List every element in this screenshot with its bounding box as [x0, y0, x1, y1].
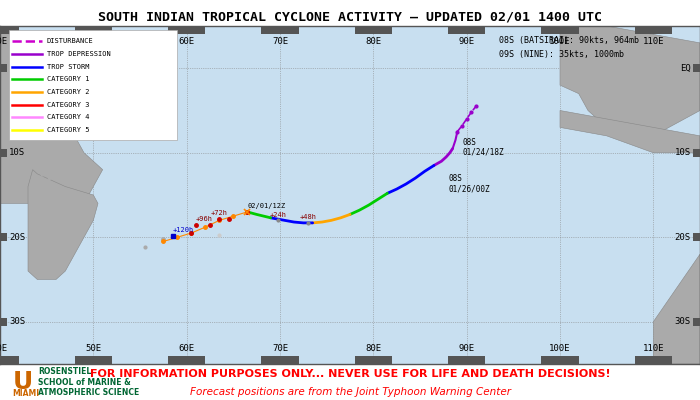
- Text: +24h: +24h: [270, 212, 286, 218]
- Text: 110E: 110E: [643, 344, 664, 353]
- Bar: [0, 233, 8, 242]
- Text: 100E: 100E: [550, 37, 570, 46]
- Polygon shape: [560, 26, 700, 136]
- Text: +120h: +120h: [173, 227, 194, 233]
- Bar: [9, 30, 177, 140]
- Text: 40E: 40E: [0, 37, 8, 46]
- Polygon shape: [653, 254, 700, 364]
- Text: ATMOSPHERIC SCIENCE: ATMOSPHERIC SCIENCE: [38, 388, 140, 397]
- Text: FOR INFORMATION PURPOSES ONLY... NEVER USE FOR LIFE AND DEATH DECISIONS!: FOR INFORMATION PURPOSES ONLY... NEVER U…: [90, 370, 610, 379]
- Bar: [261, 26, 299, 34]
- Text: CATEGORY 2: CATEGORY 2: [47, 89, 89, 95]
- Text: SOUTH INDIAN TROPICAL CYCLONE ACTIVITY – UPDATED 02/01 1400 UTC: SOUTH INDIAN TROPICAL CYCLONE ACTIVITY –…: [98, 10, 602, 23]
- Text: Forecast positions are from the Joint Typhoon Warning Center: Forecast positions are from the Joint Ty…: [190, 387, 510, 398]
- Text: 08S (BATSIRAI): 90kts, 964mb: 08S (BATSIRAI): 90kts, 964mb: [499, 36, 639, 45]
- Bar: [692, 64, 700, 72]
- Bar: [75, 26, 112, 34]
- Bar: [355, 356, 392, 364]
- Text: 20S: 20S: [9, 233, 25, 242]
- Text: +72h: +72h: [211, 210, 228, 216]
- Bar: [541, 356, 579, 364]
- Text: MIAMI: MIAMI: [13, 389, 40, 398]
- Text: 20S: 20S: [675, 233, 691, 242]
- Text: +48h: +48h: [300, 214, 316, 220]
- Text: CATEGORY 4: CATEGORY 4: [47, 114, 89, 120]
- Bar: [692, 148, 700, 157]
- Bar: [635, 356, 672, 364]
- Text: 10S: 10S: [675, 148, 691, 157]
- Bar: [75, 356, 112, 364]
- Bar: [692, 318, 700, 326]
- Text: 09S (NINE): 35kts, 1000mb: 09S (NINE): 35kts, 1000mb: [499, 50, 624, 59]
- Text: 70E: 70E: [272, 37, 288, 46]
- Bar: [635, 26, 672, 34]
- Bar: [692, 233, 700, 242]
- Text: EQ: EQ: [9, 64, 20, 73]
- Bar: [0, 26, 19, 34]
- Text: 30S: 30S: [9, 317, 25, 326]
- Bar: [541, 26, 579, 34]
- Text: 40E: 40E: [0, 344, 8, 353]
- Polygon shape: [0, 26, 103, 364]
- Bar: [0, 148, 8, 157]
- Text: +96h: +96h: [196, 216, 213, 222]
- Text: ROSENSTIEL: ROSENSTIEL: [38, 367, 92, 376]
- Text: 80E: 80E: [365, 344, 382, 353]
- Text: 60E: 60E: [178, 344, 195, 353]
- Text: 100E: 100E: [550, 344, 570, 353]
- Text: 10S: 10S: [9, 148, 25, 157]
- Text: 70E: 70E: [272, 344, 288, 353]
- Polygon shape: [28, 170, 98, 280]
- Bar: [261, 356, 299, 364]
- Polygon shape: [560, 110, 700, 153]
- Text: 90E: 90E: [458, 344, 475, 353]
- Text: U: U: [13, 370, 33, 394]
- Bar: [0, 318, 8, 326]
- Text: EQ: EQ: [680, 64, 691, 73]
- Text: 08S
01/26/00Z: 08S 01/26/00Z: [448, 174, 489, 193]
- Text: 30S: 30S: [675, 317, 691, 326]
- Text: SCHOOL of MARINE &: SCHOOL of MARINE &: [38, 378, 132, 387]
- Text: 80E: 80E: [365, 37, 382, 46]
- Text: TROP STORM: TROP STORM: [47, 64, 89, 70]
- Text: 60E: 60E: [178, 37, 195, 46]
- Bar: [168, 26, 205, 34]
- Bar: [448, 356, 485, 364]
- Bar: [355, 26, 392, 34]
- Bar: [0, 356, 19, 364]
- Text: 110E: 110E: [643, 37, 664, 46]
- Text: 50E: 50E: [85, 37, 101, 46]
- Text: CATEGORY 5: CATEGORY 5: [47, 127, 89, 133]
- Text: DISTURBANCE: DISTURBANCE: [47, 38, 93, 44]
- Text: CATEGORY 3: CATEGORY 3: [47, 102, 89, 108]
- Bar: [168, 356, 205, 364]
- Text: TROP DEPRESSION: TROP DEPRESSION: [47, 51, 111, 57]
- Bar: [0, 64, 8, 72]
- Bar: [448, 26, 485, 34]
- Text: 90E: 90E: [458, 37, 475, 46]
- Text: 08S
01/24/18Z: 08S 01/24/18Z: [462, 138, 503, 157]
- Text: CATEGORY 1: CATEGORY 1: [47, 76, 89, 82]
- Text: 50E: 50E: [85, 344, 101, 353]
- Text: 02/01/12Z: 02/01/12Z: [247, 203, 286, 209]
